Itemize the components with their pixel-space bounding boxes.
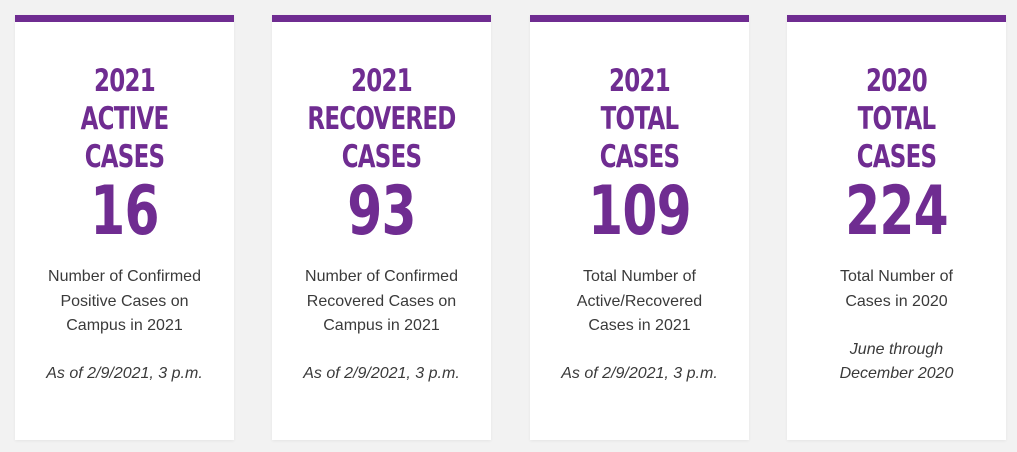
card-heading: 2020 TOTAL CASES: [815, 62, 977, 176]
card-heading-suffix: CASES: [599, 139, 680, 175]
card-2021-active-cases: 2021 ACTIVE CASES 16 Number of Confirmed…: [15, 15, 234, 440]
card-heading-year: 2021: [609, 63, 671, 99]
card-note: June through December 2020: [795, 338, 998, 386]
card-2020-total-cases: 2020 TOTAL CASES 224 Total Number of Cas…: [787, 15, 1006, 440]
card-heading: 2021 ACTIVE CASES: [43, 62, 205, 176]
stats-cards: 2021 ACTIVE CASES 16 Number of Confirmed…: [15, 15, 1006, 440]
card-heading-year: 2020: [866, 63, 928, 99]
card-count: 224: [845, 172, 949, 251]
card-2021-total-cases: 2021 TOTAL CASES 109 Total Number of Act…: [530, 15, 749, 440]
card-heading-year: 2021: [351, 63, 413, 99]
card-heading-suffix: CASES: [856, 139, 937, 175]
card-heading-title: TOTAL: [600, 101, 679, 137]
card-note-line: As of 2/9/2021, 3 p.m.: [303, 365, 460, 382]
card-description-line: Number of Confirmed: [305, 268, 458, 285]
card-description-line: Recovered Cases on: [306, 292, 457, 310]
card-note: As of 2/9/2021, 3 p.m.: [538, 362, 741, 386]
card-count: 109: [588, 172, 692, 251]
card-description-line: Active/Recovered: [576, 292, 703, 310]
card-note-line: As of 2/9/2021, 3 p.m.: [561, 365, 718, 382]
card-heading-year: 2021: [94, 63, 156, 99]
card-note-line: December 2020: [839, 365, 954, 382]
card-count: 16: [90, 172, 159, 251]
card-2021-recovered-cases: 2021 RECOVERED CASES 93 Number of Confir…: [272, 15, 491, 440]
card-heading-title: RECOVERED: [307, 101, 456, 137]
card-description: Number of Confirmed Positive Cases on Ca…: [29, 265, 220, 339]
card-heading-title: ACTIVE: [80, 101, 169, 137]
card-description-line: Number of Confirmed: [48, 268, 201, 285]
card-description-line: Campus in 2021: [66, 317, 183, 334]
card-heading: 2021 RECOVERED CASES: [300, 62, 462, 176]
card-description-line: Cases in 2021: [588, 317, 691, 334]
card-description-line: Total Number of: [840, 268, 953, 285]
card-description: Number of Confirmed Recovered Cases on C…: [286, 265, 477, 339]
card-note: As of 2/9/2021, 3 p.m.: [280, 362, 483, 386]
card-note-line: As of 2/9/2021, 3 p.m.: [46, 365, 203, 382]
card-note-line: June through: [849, 341, 944, 358]
card-count: 93: [347, 172, 416, 251]
card-heading-suffix: CASES: [341, 139, 422, 175]
card-description-line: Campus in 2021: [323, 317, 440, 334]
card-heading-title: TOTAL: [857, 101, 936, 137]
card-description: Total Number of Cases in 2020: [801, 265, 992, 314]
card-heading-suffix: CASES: [84, 139, 165, 175]
card-description-line: Positive Cases on: [60, 292, 189, 310]
card-description-line: Cases in 2020: [845, 292, 948, 310]
card-heading: 2021 TOTAL CASES: [558, 62, 720, 176]
card-description: Total Number of Active/Recovered Cases i…: [544, 265, 735, 339]
card-description-line: Total Number of: [583, 268, 696, 285]
card-note: As of 2/9/2021, 3 p.m.: [23, 362, 226, 386]
